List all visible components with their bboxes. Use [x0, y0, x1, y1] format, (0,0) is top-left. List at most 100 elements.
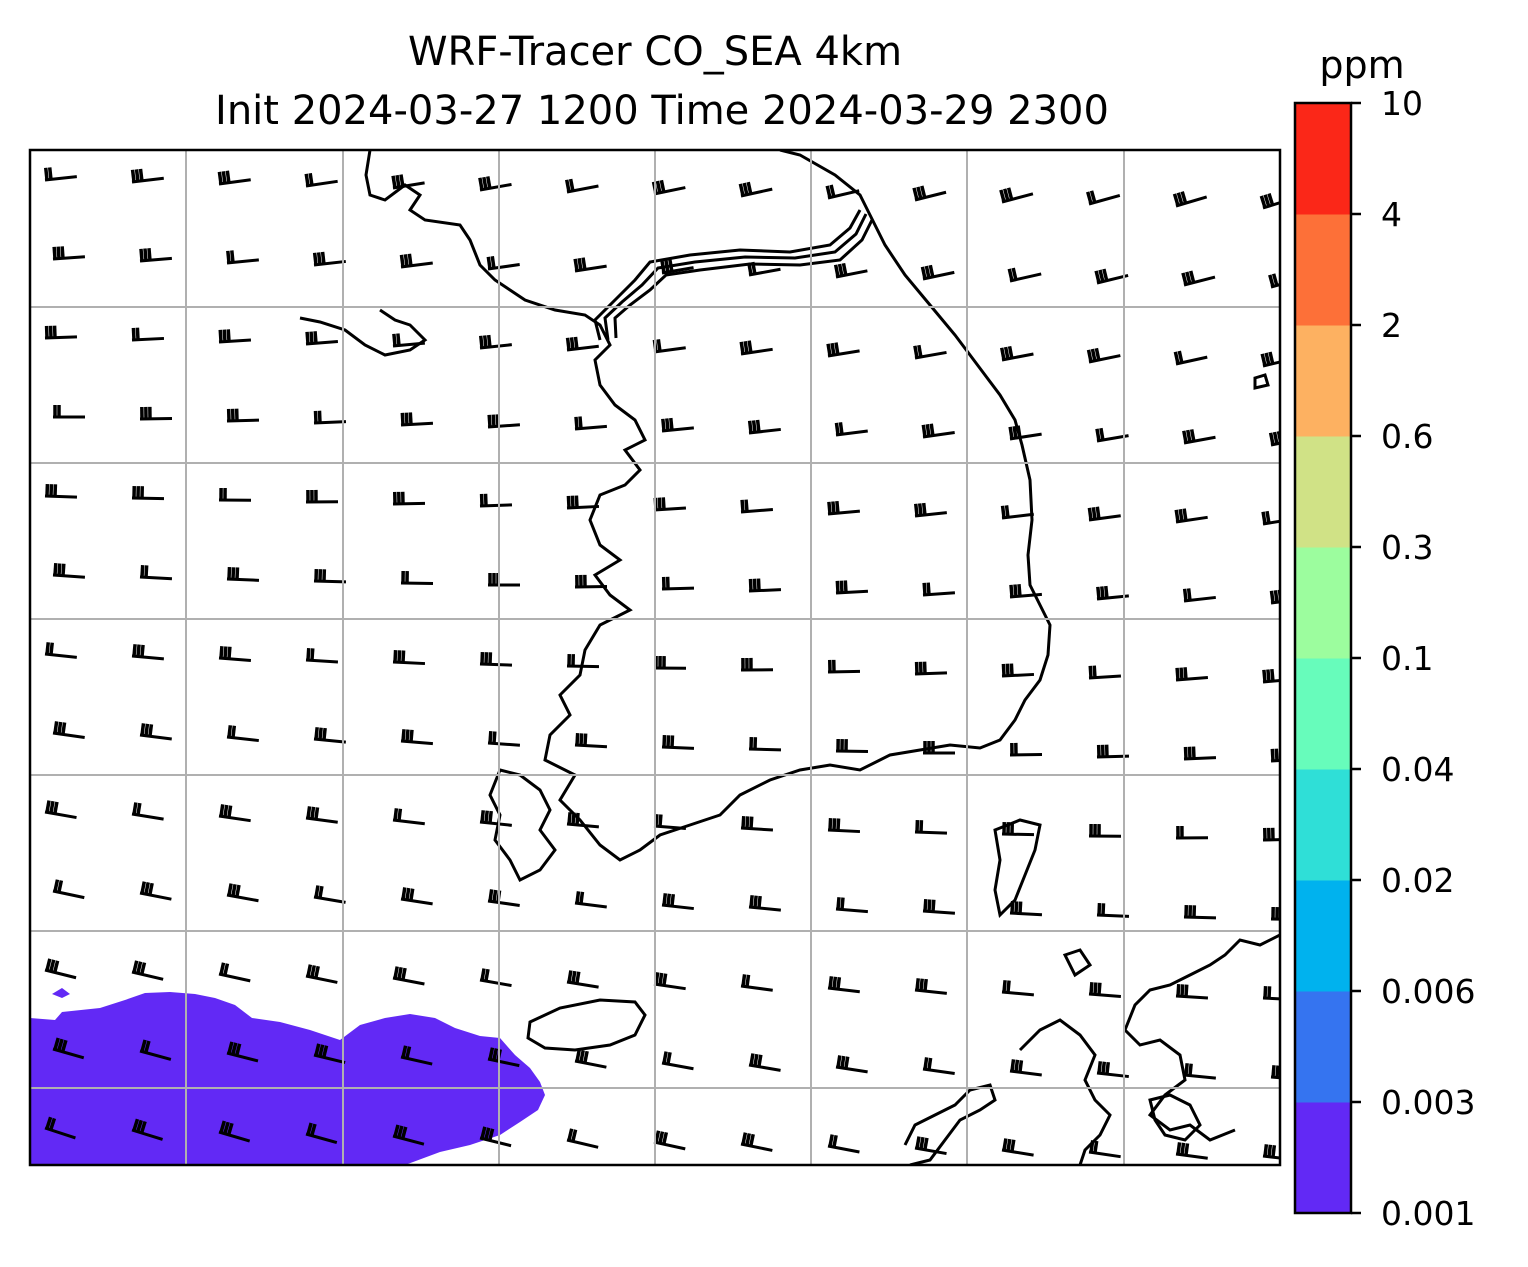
wind-barb [921, 423, 955, 439]
colorbar-tick-label: 0.003 [1381, 1083, 1475, 1122]
wind-barb [566, 812, 600, 829]
colorbar-tick-label: 0.02 [1381, 861, 1454, 900]
colorbar-band [1295, 991, 1351, 1103]
wind-barb [131, 960, 164, 981]
wind-barb [139, 248, 173, 263]
wind-barb [399, 253, 433, 269]
wind-barb [740, 657, 774, 672]
wind-barb [1001, 1138, 1034, 1157]
colorbar-tick-label: 0.3 [1381, 528, 1433, 567]
concentration-area [30, 992, 545, 1165]
wind-barb [835, 897, 869, 914]
wind-barb [218, 962, 251, 983]
wind-barb [827, 500, 861, 516]
colorbar-tick-label: 10 [1381, 84, 1423, 123]
wind-barb [1001, 822, 1035, 837]
wind-barb [1175, 667, 1209, 682]
colorbar-band [1295, 325, 1351, 437]
wind-barb [920, 264, 955, 281]
wind-barb [313, 410, 347, 425]
wind-barb [52, 879, 85, 900]
wind-barb [226, 883, 259, 903]
wind-barb [479, 968, 512, 988]
wind-barb [661, 893, 694, 911]
wind-barb [653, 1130, 686, 1151]
wind-barb [391, 174, 425, 190]
wind-barb [305, 489, 339, 504]
wind-barb [740, 499, 774, 514]
wind-barb [833, 262, 868, 279]
wind-barb [44, 484, 78, 499]
wind-barb [1183, 746, 1217, 761]
wind-barb [305, 964, 338, 984]
wind-barb [825, 184, 860, 200]
wind-barb [139, 1039, 172, 1061]
wind-barb [660, 259, 694, 275]
wind-barb [1087, 506, 1121, 522]
wind-barb [922, 1057, 955, 1075]
wind-barb [1270, 907, 1280, 921]
wind-barb [1270, 1065, 1280, 1082]
wind-barb [305, 806, 338, 824]
colorbar-band [1295, 103, 1351, 215]
wind-barb [748, 737, 782, 752]
wind-barb [827, 976, 860, 994]
wind-barb [487, 414, 521, 429]
colorbar-band [1295, 547, 1351, 659]
wind-barb [1270, 748, 1280, 763]
wind-barb [1183, 905, 1217, 920]
title-line-1: WRF-Tracer CO_SEA 4km [408, 29, 902, 75]
colorbar-tick-label: 4 [1381, 195, 1402, 234]
wind-barb [827, 659, 861, 674]
colorbar-bands [1295, 103, 1351, 1214]
wind-barb [653, 814, 687, 830]
wind-barb [573, 257, 607, 273]
wind-barb [486, 256, 520, 271]
wind-barb [564, 178, 599, 194]
colorbar-band [1295, 436, 1351, 548]
wind-barb [914, 978, 947, 995]
wind-barb [44, 1116, 76, 1140]
wind-barb [826, 342, 860, 358]
wind-barb [400, 571, 434, 585]
wind-barb [218, 804, 251, 823]
wind-barb [218, 488, 252, 502]
wind-barb [218, 329, 252, 344]
wind-barb [827, 818, 861, 834]
wind-barb [392, 333, 426, 348]
wind-barbs [43, 167, 1280, 1162]
wind-barb [661, 735, 695, 750]
wind-barb [1174, 508, 1208, 524]
wind-barb [479, 493, 513, 508]
wind-barb [313, 1043, 346, 1064]
wind-barb [913, 502, 947, 518]
wind-barb [1088, 1140, 1121, 1159]
wind-barb [1000, 505, 1034, 520]
wind-barb [392, 491, 426, 506]
colorbar-ticks: 0.001 0.003 0.006 0.02 0.04 0.1 0.3 0.6 2 4 10 [1351, 84, 1475, 1233]
wind-barb [52, 721, 85, 739]
wind-barb [748, 578, 782, 593]
wind-barb [835, 739, 869, 753]
wind-barb [1175, 825, 1209, 840]
wind-barb [912, 185, 947, 202]
wind-barb [1001, 980, 1035, 997]
wind-barb [400, 412, 434, 427]
wind-barb [566, 495, 600, 510]
wind-barb [565, 336, 599, 352]
wind-barb [392, 1124, 425, 1146]
wind-barb [43, 167, 77, 182]
wind-barb [139, 565, 173, 581]
wind-barb [1181, 270, 1216, 287]
wind-barb [1009, 584, 1043, 599]
map-frame [28, 148, 1282, 1167]
wind-barb [130, 168, 164, 184]
wind-barb [313, 569, 347, 584]
wind-barb [922, 582, 956, 597]
wind-barb [305, 648, 339, 664]
wind-barb [1094, 268, 1129, 285]
wind-barb [1183, 1063, 1216, 1080]
wind-barb [1182, 429, 1216, 445]
wind-barb [738, 181, 773, 198]
